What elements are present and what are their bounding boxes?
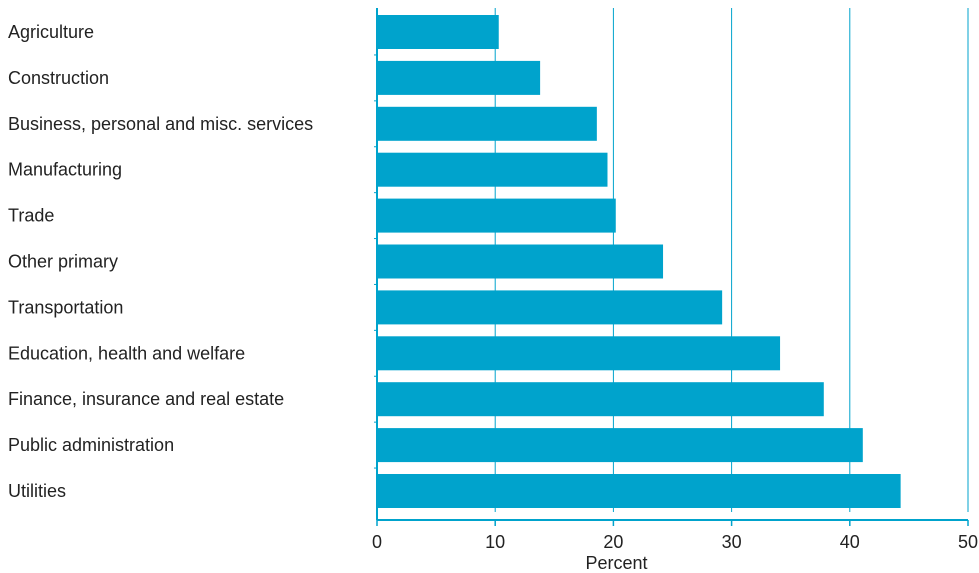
- bar-3: [377, 107, 597, 141]
- bar-9: [377, 382, 824, 416]
- bar-5: [377, 199, 616, 233]
- category-labels: Agriculture Construction Business, persona…: [8, 22, 313, 501]
- bar-4: [377, 153, 607, 187]
- x-tick-label-30: 30: [722, 532, 742, 552]
- category-label-11: Utilities: [8, 481, 66, 501]
- category-label-2: Construction: [8, 68, 109, 88]
- category-label-9: Finance, insurance and real estate: [8, 389, 284, 409]
- category-label-7: Transportation: [8, 297, 123, 317]
- bar-7: [377, 290, 722, 324]
- category-label-10: Public administration: [8, 435, 174, 455]
- bar-11: [377, 474, 901, 508]
- x-tick-label-20: 20: [603, 532, 623, 552]
- x-axis-title: Percent: [585, 553, 647, 573]
- category-label-8: Education, health and welfare: [8, 343, 245, 363]
- category-label-3: Business, personal and misc. services: [8, 114, 313, 134]
- category-label-6: Other primary: [8, 252, 118, 272]
- bar-2: [377, 61, 540, 95]
- x-tick-label-40: 40: [840, 532, 860, 552]
- category-label-5: Trade: [8, 206, 54, 226]
- bar-10: [377, 428, 863, 462]
- bar-8: [377, 336, 780, 370]
- x-tick-label-0: 0: [372, 532, 382, 552]
- x-tick-label-10: 10: [485, 532, 505, 552]
- bar-1: [377, 15, 499, 49]
- x-tick-label-50: 50: [958, 532, 978, 552]
- bar-layer: [377, 15, 901, 508]
- bar-6: [377, 245, 663, 279]
- category-label-1: Agriculture: [8, 22, 94, 42]
- tick-labels: 0 10 20 30 40 50: [372, 532, 978, 552]
- category-label-4: Manufacturing: [8, 160, 122, 180]
